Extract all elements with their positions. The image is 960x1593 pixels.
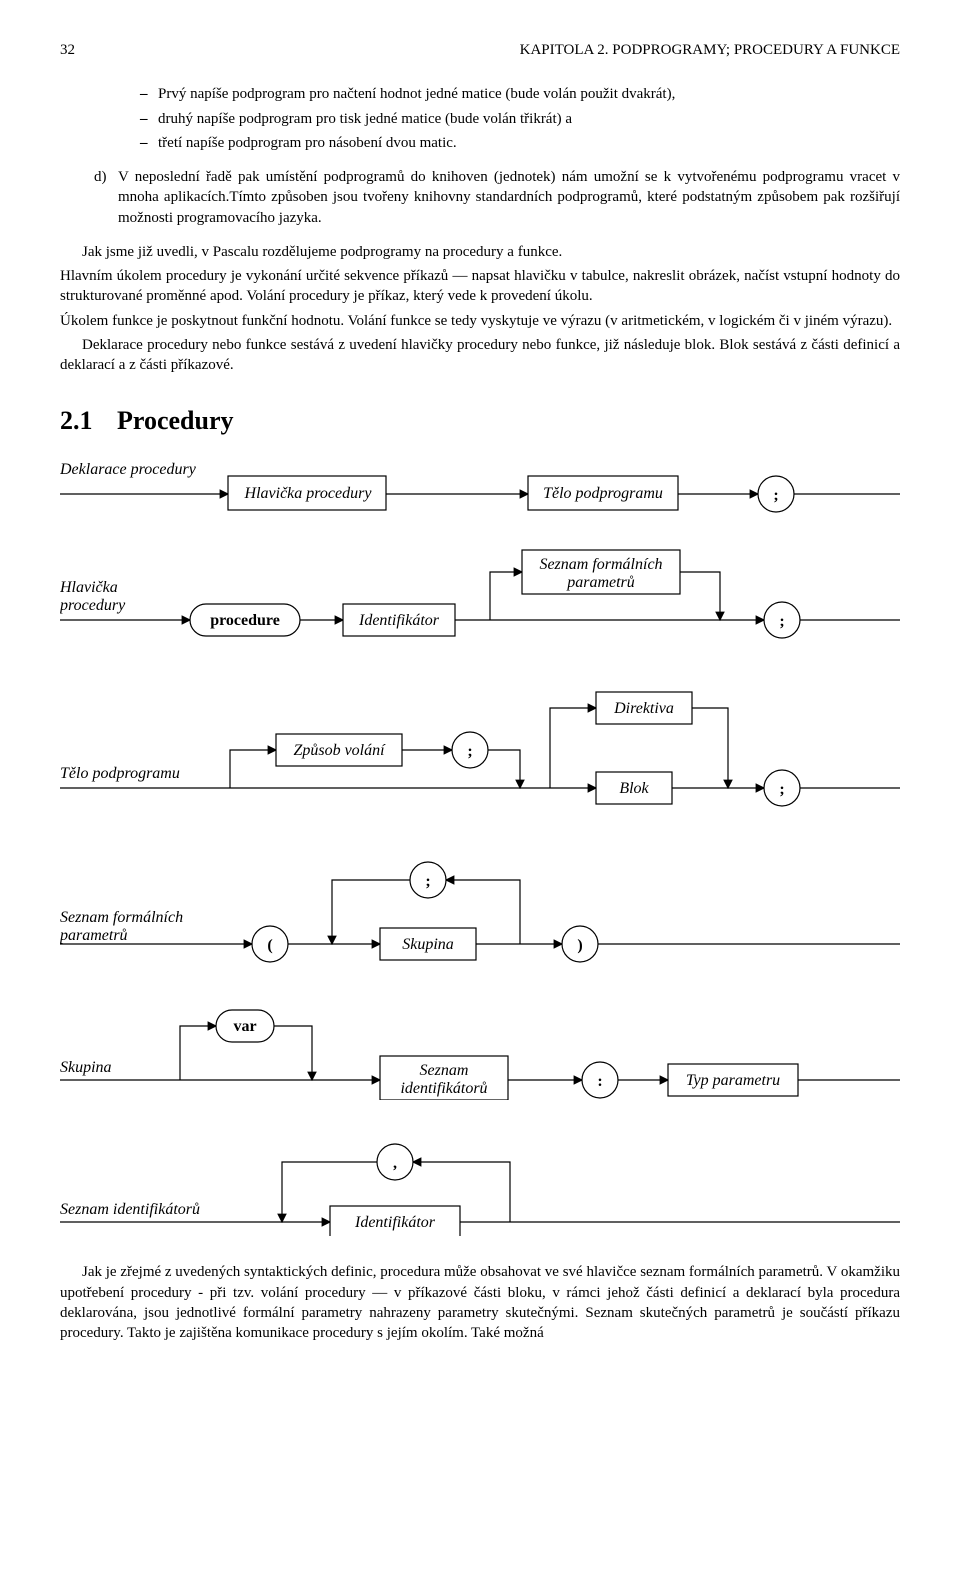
box-label: Skupina bbox=[402, 936, 454, 953]
letter-text: V neposlední řadě pak umístění podprogra… bbox=[118, 167, 900, 228]
section-heading: 2.1 Procedury bbox=[60, 403, 900, 438]
page-header: 32 KAPITOLA 2. PODPROGRAMY; PROCEDURY A … bbox=[60, 40, 900, 60]
terminal: ; bbox=[773, 487, 778, 504]
dash-icon bbox=[140, 84, 158, 104]
bullet-text: Prvý napíše podprogram pro načtení hodno… bbox=[158, 84, 900, 104]
box-label: Identifikátor bbox=[358, 612, 440, 629]
dash-icon bbox=[140, 133, 158, 153]
box-label: Typ parametru bbox=[686, 1072, 780, 1089]
terminal: ; bbox=[779, 613, 784, 630]
syntax-diagram-seznam-formalnich-parametru: Seznam formálních parametrů ( Skupina ) … bbox=[60, 844, 900, 964]
keyword: var bbox=[233, 1018, 256, 1035]
terminal: ; bbox=[425, 873, 430, 890]
box-label: Seznam bbox=[420, 1062, 469, 1079]
diagram-label: Tělo podprogramu bbox=[60, 765, 180, 782]
box-label: Blok bbox=[619, 780, 649, 797]
paragraph: Deklarace procedury nebo funkce sestává … bbox=[60, 335, 900, 376]
syntax-diagram-skupina: Skupina var Seznam identifikátorů : Typ … bbox=[60, 990, 900, 1100]
box-label: Direktiva bbox=[613, 700, 674, 717]
syntax-diagram-telo-podprogramu: Tělo podprogramu Způsob volání ; Direkti… bbox=[60, 678, 900, 818]
list-item: třetí napíše podprogram pro násobení dvo… bbox=[140, 133, 900, 153]
terminal: ) bbox=[577, 937, 582, 954]
terminal: : bbox=[597, 1073, 602, 1090]
box-label: identifikátorů bbox=[400, 1080, 487, 1097]
box-label: parametrů bbox=[566, 574, 635, 591]
terminal: ; bbox=[467, 743, 472, 760]
paragraph: Jak jsme již uvedli, v Pascalu rozděluje… bbox=[60, 242, 900, 262]
keyword: procedure bbox=[210, 612, 280, 629]
chapter-header: KAPITOLA 2. PODPROGRAMY; PROCEDURY A FUN… bbox=[520, 40, 900, 60]
paragraph: Jak je zřejmé z uvedených syntaktických … bbox=[60, 1262, 900, 1343]
terminal: ; bbox=[779, 781, 784, 798]
box-label: Seznam formálních bbox=[539, 556, 662, 573]
box-label: Tělo podprogramu bbox=[543, 485, 663, 502]
section-number: 2.1 bbox=[60, 406, 93, 435]
syntax-diagram-hlavicka-procedury: Hlavička procedury procedure Identifikát… bbox=[60, 542, 900, 652]
terminal: , bbox=[393, 1155, 397, 1172]
terminal: ( bbox=[267, 937, 272, 954]
diagram-label: Hlavička bbox=[60, 579, 118, 596]
section-title: Procedury bbox=[117, 406, 234, 435]
diagram-label: Seznam identifikátorů bbox=[60, 1201, 200, 1218]
syntax-diagram-seznam-identifikatoru: Seznam identifikátorů Identifikátor , bbox=[60, 1126, 900, 1236]
box-label: Hlavička procedury bbox=[244, 485, 373, 502]
paragraph: Úkolem funkce je poskytnout funkční hodn… bbox=[60, 311, 900, 331]
diagram-label: Skupina bbox=[60, 1059, 112, 1076]
list-item: druhý napíše podprogram pro tisk jedné m… bbox=[140, 109, 900, 129]
box-label: Způsob volání bbox=[293, 742, 386, 759]
box-label: Identifikátor bbox=[354, 1214, 436, 1231]
letter-label: d) bbox=[94, 167, 118, 228]
bullet-list: Prvý napíše podprogram pro načtení hodno… bbox=[140, 84, 900, 153]
dash-icon bbox=[140, 109, 158, 129]
page-number: 32 bbox=[60, 40, 75, 60]
list-item: Prvý napíše podprogram pro načtení hodno… bbox=[140, 84, 900, 104]
bullet-text: druhý napíše podprogram pro tisk jedné m… bbox=[158, 109, 900, 129]
bullet-text: třetí napíše podprogram pro násobení dvo… bbox=[158, 133, 900, 153]
diagram-label: procedury bbox=[60, 597, 126, 614]
lettered-item: d) V neposlední řadě pak umístění podpro… bbox=[94, 167, 900, 228]
paragraph: Hlavním úkolem procedury je vykonání urč… bbox=[60, 266, 900, 307]
diagram-label: Deklarace procedury bbox=[60, 461, 197, 478]
syntax-diagram-deklarace-procedury: Deklarace procedury Hlavička procedury T… bbox=[60, 456, 900, 516]
diagram-label: Seznam formálních bbox=[60, 909, 183, 926]
diagram-label: parametrů bbox=[60, 927, 128, 944]
